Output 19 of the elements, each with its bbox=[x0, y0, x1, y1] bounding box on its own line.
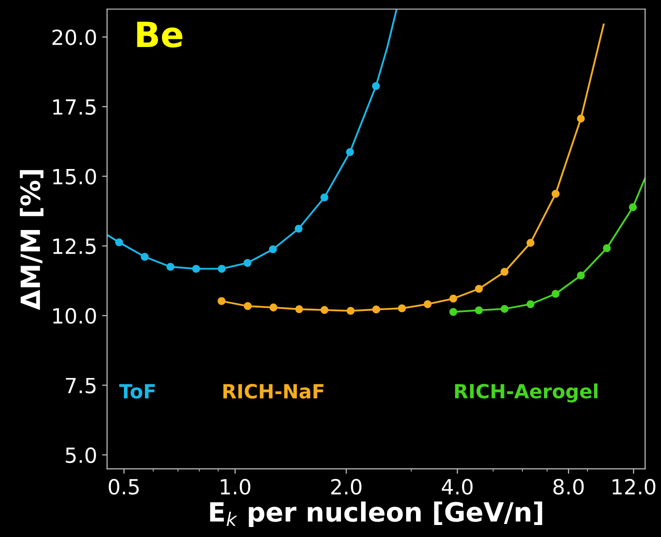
x-axis-title: E$_{k}$ per nucleon [GeV/n] bbox=[210, 501, 542, 528]
y-tick-label: 10.0 bbox=[53, 308, 96, 324]
chart-title: Be bbox=[137, 22, 182, 48]
y-tick-label: 15.0 bbox=[53, 168, 96, 184]
y-tick-label: 7.5 bbox=[66, 378, 96, 394]
text: RICH-NaF bbox=[223, 384, 324, 399]
text: ToF bbox=[119, 384, 155, 399]
x-tick-label: 8.0 bbox=[553, 478, 584, 495]
y-axis-title: ΔM/M [%] bbox=[20, 170, 44, 310]
x-tick-label: 2.0 bbox=[331, 478, 362, 495]
text: RICH-Aerogel bbox=[455, 383, 598, 402]
y-tick-label: 12.5 bbox=[53, 238, 96, 254]
y-tick-label: 20.0 bbox=[52, 29, 96, 46]
x-tick-label: 12.0 bbox=[612, 478, 656, 495]
x-tick-label: 4.0 bbox=[442, 478, 473, 495]
x-tick-label: 1.0 bbox=[220, 478, 250, 495]
x-tick-label: 0.5 bbox=[108, 478, 139, 495]
y-tick-label: 17.5 bbox=[53, 99, 96, 115]
y-tick-label: 5.0 bbox=[66, 447, 96, 464]
